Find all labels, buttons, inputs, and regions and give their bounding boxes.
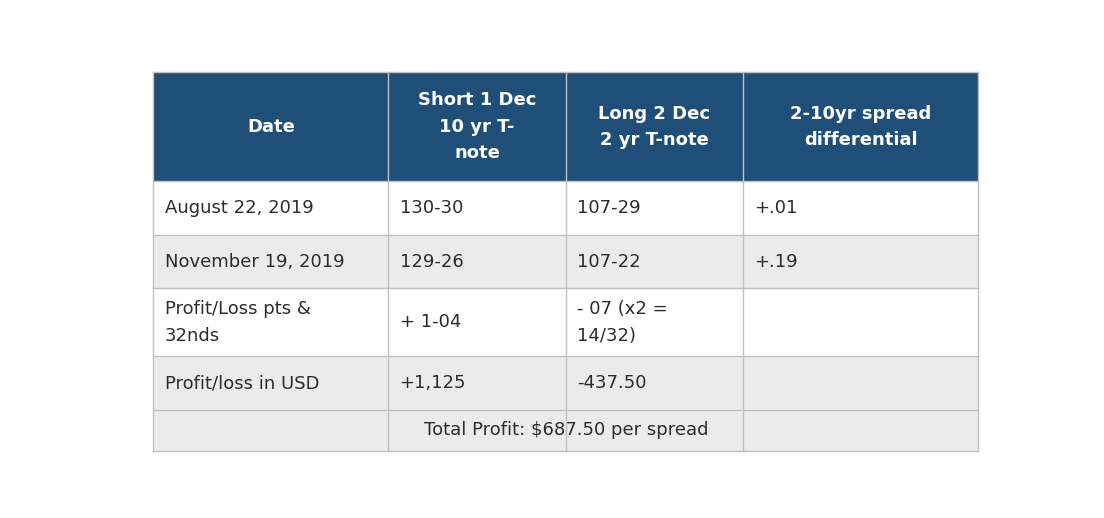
Text: 107-22: 107-22: [577, 253, 640, 270]
Bar: [565, 235, 743, 289]
Bar: [565, 181, 743, 235]
Bar: [153, 410, 978, 451]
Text: Profit/Loss pts &
32nds: Profit/Loss pts & 32nds: [164, 300, 310, 344]
Bar: [153, 181, 389, 235]
Bar: [153, 235, 389, 289]
Bar: [743, 72, 978, 181]
Text: 130-30: 130-30: [400, 199, 463, 217]
Bar: [743, 289, 978, 356]
Text: Total Profit: $687.50 per spread: Total Profit: $687.50 per spread: [424, 422, 708, 439]
Bar: [389, 235, 565, 289]
Bar: [389, 356, 565, 410]
Text: + 1-04: + 1-04: [400, 313, 461, 332]
Bar: [743, 181, 978, 235]
Text: - 07 (x2 =
14/32): - 07 (x2 = 14/32): [577, 300, 668, 344]
Text: Profit/loss in USD: Profit/loss in USD: [164, 374, 319, 392]
Text: November 19, 2019: November 19, 2019: [164, 253, 344, 270]
Bar: [153, 72, 389, 181]
Text: 129-26: 129-26: [400, 253, 464, 270]
Text: Long 2 Dec
2 yr T-note: Long 2 Dec 2 yr T-note: [598, 105, 711, 149]
Bar: [153, 289, 389, 356]
Text: -437.50: -437.50: [577, 374, 647, 392]
Text: +1,125: +1,125: [400, 374, 466, 392]
Text: 2-10yr spread
differential: 2-10yr spread differential: [790, 105, 932, 149]
Bar: [389, 72, 565, 181]
Bar: [565, 72, 743, 181]
Text: Date: Date: [247, 118, 295, 136]
Bar: [565, 289, 743, 356]
Text: August 22, 2019: August 22, 2019: [164, 199, 314, 217]
Text: +.19: +.19: [754, 253, 798, 270]
Text: Short 1 Dec
10 yr T-
note: Short 1 Dec 10 yr T- note: [418, 91, 537, 162]
Bar: [743, 356, 978, 410]
Bar: [153, 356, 389, 410]
Text: 107-29: 107-29: [577, 199, 640, 217]
Bar: [389, 289, 565, 356]
Bar: [389, 181, 565, 235]
Text: +.01: +.01: [754, 199, 797, 217]
Bar: [565, 356, 743, 410]
Bar: [743, 235, 978, 289]
